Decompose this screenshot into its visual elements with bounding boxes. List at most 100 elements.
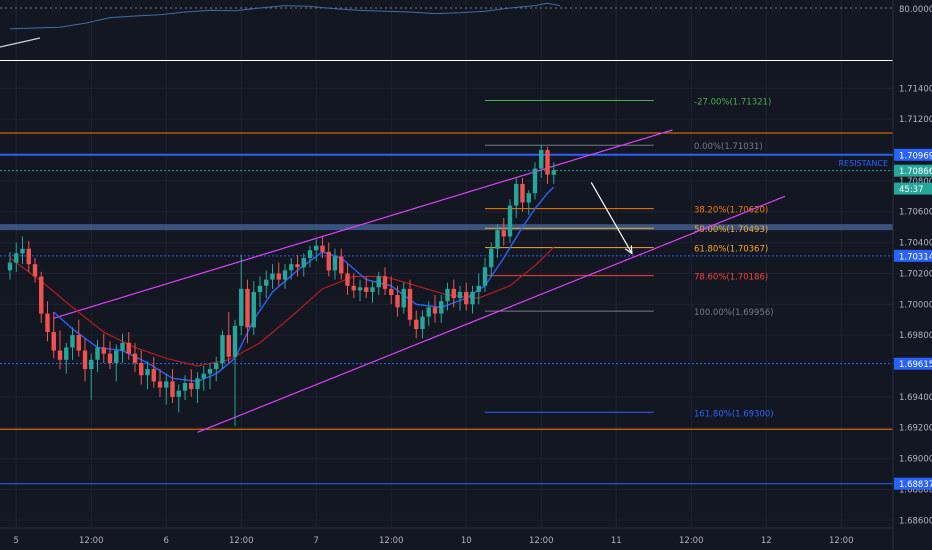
y-tick-label: 1.71400: [899, 84, 932, 94]
price-tag-label: 1.68837: [899, 480, 932, 490]
y-tick-label: 1.70400: [899, 239, 932, 249]
candle-body: [64, 347, 69, 360]
candle-body: [526, 193, 531, 203]
price-tag-bg: [894, 249, 932, 262]
y-tick-label: 1.68600: [899, 516, 932, 526]
candle-body: [145, 369, 150, 376]
candle-body: [370, 287, 375, 292]
candle-body: [364, 287, 369, 292]
candle-body: [532, 168, 538, 194]
candle-body: [451, 288, 456, 299]
price-tag-label: 1.69615: [899, 360, 932, 370]
candle-body: [214, 362, 219, 370]
candle-body: [114, 350, 119, 363]
candle-body: [314, 245, 319, 251]
candle-body: [357, 287, 363, 291]
candle-body: [39, 276, 44, 314]
candle-body: [345, 273, 350, 286]
candle-body: [295, 264, 300, 268]
x-tick-label: 12:00: [79, 536, 104, 546]
candle-body: [520, 183, 525, 203]
candle-body: [270, 273, 275, 280]
candle-body: [245, 288, 250, 328]
arrow-head[interactable]: [624, 245, 633, 255]
candle-body: [264, 279, 269, 286]
candle-body: [476, 285, 481, 292]
candle-body: [239, 288, 244, 326]
candle-body: [507, 205, 513, 237]
candle-body: [395, 295, 400, 308]
fibonacci-retracement[interactable]: -27.00%(1.71321) 0.00%(1.71031) 38.20%(1.7…: [485, 97, 774, 419]
price-axis[interactable]: 1.71400 1.71200 1.70800 1.70600 1.70400 1.702…: [892, 0, 932, 550]
candle-body: [20, 248, 25, 254]
candle-body: [170, 381, 175, 397]
candle-body: [45, 313, 50, 333]
x-tick-label: 5: [14, 536, 19, 546]
projection-arrow[interactable]: [590, 182, 633, 255]
candle-body: [107, 353, 113, 363]
y-tick-label: 1.70800: [899, 177, 932, 187]
candle-body: [101, 347, 106, 354]
x-tick-label: 12: [761, 536, 772, 546]
price-tag-bg: [894, 164, 932, 177]
candle-body: [289, 264, 294, 271]
x-tick-label: 12:00: [379, 536, 404, 546]
candle-body: [545, 150, 550, 175]
indicator-level-label: 80.0000: [899, 5, 932, 15]
candle-body: [489, 248, 494, 268]
candles: [7, 145, 556, 427]
candle-body: [195, 378, 200, 390]
zone-band: [0, 224, 893, 231]
candle-body: [89, 359, 94, 370]
y-tick-label: 1.70200: [899, 269, 932, 279]
price-tag-bg: [894, 182, 932, 195]
candle-body: [464, 291, 469, 305]
candle-body: [57, 350, 63, 360]
candle-body: [132, 353, 138, 363]
y-tick-label: 1.69000: [899, 455, 932, 465]
price-tag-label: 45:37: [899, 185, 924, 195]
x-tick-label: 6: [164, 536, 169, 546]
candle-body: [151, 369, 156, 382]
fib-level-label: 100.00%(1.69956): [694, 308, 774, 318]
candle-body: [426, 307, 431, 317]
x-tick-label: 12:00: [529, 536, 554, 546]
candle-body: [551, 170, 556, 175]
candle-body: [432, 307, 438, 314]
candle-body: [139, 362, 144, 376]
candle-body: [445, 288, 450, 302]
fib-level-label: 61.80%(1.70367): [694, 245, 768, 255]
candle-body: [301, 258, 306, 268]
candle-body: [307, 250, 313, 258]
fib-level-label: 50.00%(1.70493): [694, 225, 768, 235]
fib-level-label: -27.00%(1.71321): [694, 97, 771, 107]
candle-body: [201, 373, 206, 379]
candle-body: [226, 335, 231, 357]
y-tick-label: 1.71200: [899, 115, 932, 125]
candle-body: [70, 335, 75, 348]
candle-body: [514, 183, 519, 206]
time-axis[interactable]: 5 12:00 6 12:00 7 12:00 10 12:00 11 12:00 12 12:00: [0, 527, 893, 546]
price-tag-bg: [894, 148, 932, 161]
candle-body: [276, 273, 281, 280]
candle-body: [189, 382, 194, 390]
candle-body: [51, 332, 56, 351]
candle-body: [407, 288, 413, 320]
x-tick-label: 7: [314, 536, 319, 546]
price-channel[interactable]: [53, 129, 786, 433]
candle-body: [501, 230, 506, 237]
candle-body: [251, 291, 256, 328]
price-tag-label: 1.70314: [899, 252, 932, 262]
candle-body: [495, 230, 500, 249]
candle-body: [282, 270, 288, 280]
channel-lower-line[interactable]: [197, 195, 786, 433]
candle-body: [389, 288, 394, 296]
candle-body: [439, 301, 444, 314]
arrow-shaft[interactable]: [590, 182, 633, 254]
x-tick-label: 12:00: [829, 536, 854, 546]
channel-upper-line[interactable]: [53, 129, 673, 319]
candle-body: [332, 256, 338, 271]
candle-body: [7, 262, 13, 271]
candle-body: [457, 291, 463, 299]
